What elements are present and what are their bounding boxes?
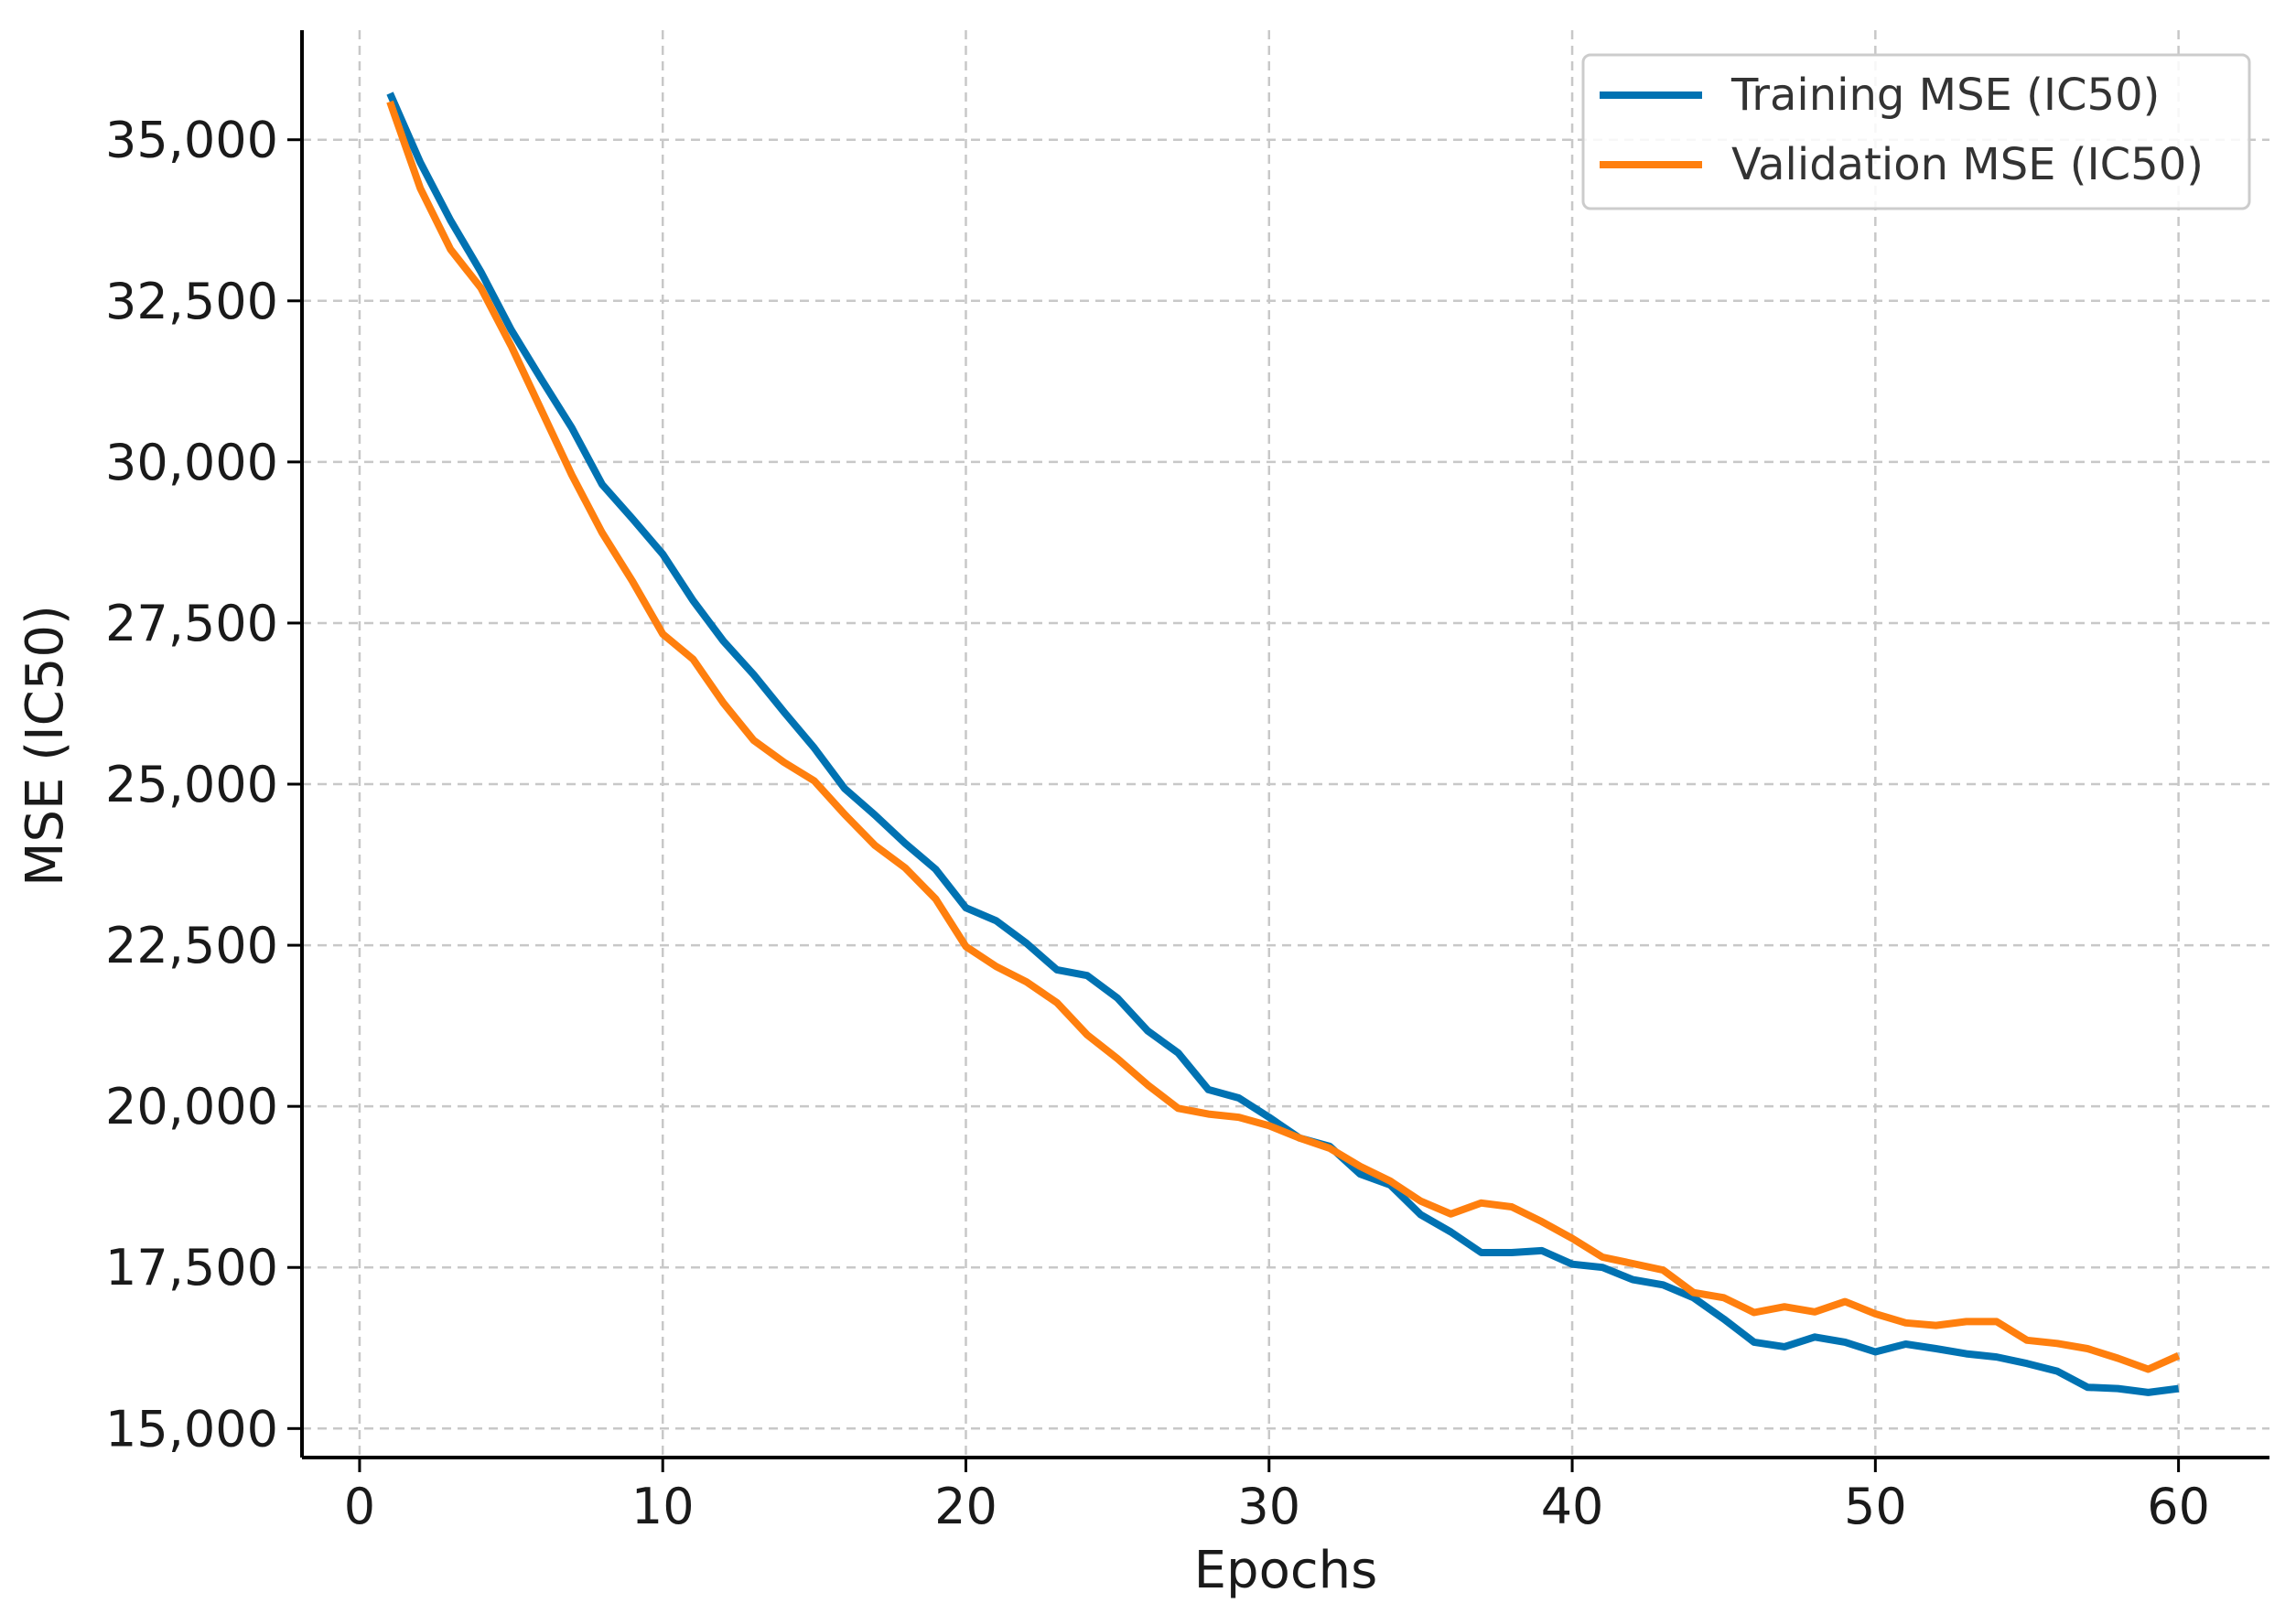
x-tick-label: 30	[1237, 1478, 1300, 1535]
legend-label-training: Training MSE (IC50)	[1730, 70, 2160, 121]
y-tick-label: 35,000	[105, 112, 278, 169]
y-tick-label: 15,000	[105, 1400, 278, 1458]
grid-lines	[302, 30, 2269, 1458]
x-tick-label: 50	[1844, 1478, 1907, 1535]
legend-label-validation: Validation MSE (IC50)	[1731, 139, 2204, 190]
x-tick-label: 0	[344, 1478, 375, 1535]
series-lines	[386, 91, 2181, 1396]
x-tick-label: 20	[934, 1478, 997, 1535]
y-tick-label: 17,500	[105, 1239, 278, 1297]
legend-box	[1581, 53, 2251, 210]
legend: Training MSE (IC50) Validation MSE (IC50…	[1581, 53, 2251, 210]
x-tick-label: 10	[631, 1478, 695, 1535]
y-tick-label: 30,000	[105, 434, 278, 491]
training-mse-line	[386, 91, 2180, 1396]
validation-mse-line	[386, 100, 2181, 1373]
y-axis-label: MSE (IC50)	[16, 605, 75, 887]
x-axis-label: Epochs	[1194, 1541, 1378, 1600]
x-ticks: 0 10 20 30 40 50 60	[344, 1458, 2210, 1535]
y-tick-label: 22,500	[105, 917, 278, 974]
y-tick-label: 20,000	[105, 1078, 278, 1135]
axes	[300, 30, 2269, 1459]
y-tick-label: 32,500	[105, 273, 278, 330]
y-ticks: 15,000 17,500 20,000 22,500 25,000 27,500 30,0…	[105, 112, 302, 1458]
y-tick-label: 25,000	[105, 756, 278, 813]
y-tick-label: 27,500	[105, 595, 278, 652]
x-tick-label: 40	[1541, 1478, 1604, 1535]
x-tick-label: 60	[2147, 1478, 2210, 1535]
